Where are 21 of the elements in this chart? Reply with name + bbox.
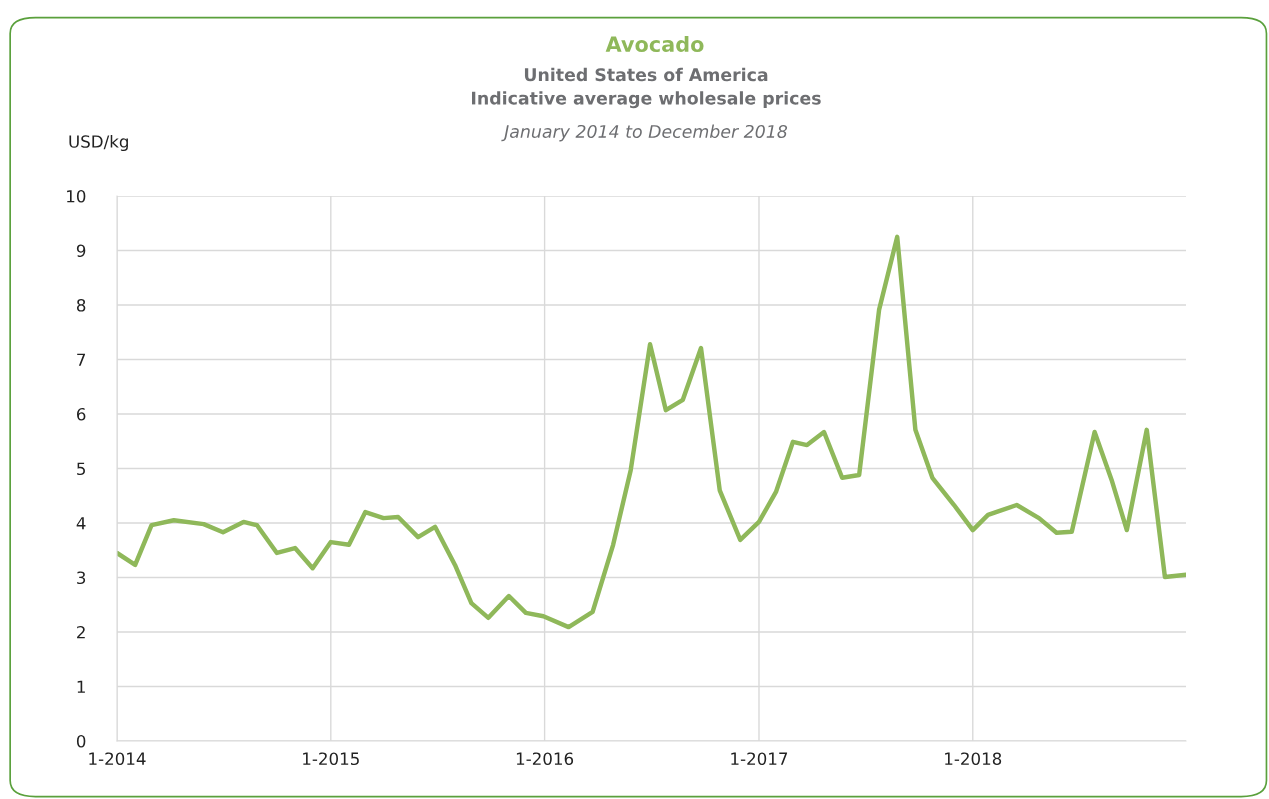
y-tick-label: 0 <box>76 734 86 748</box>
chart-subtitle: United States of America Indicative average wholesale prices <box>472 67 821 109</box>
x-tick-label: 1-2017 <box>731 752 788 766</box>
y-tick-label: 8 <box>76 298 86 312</box>
y-tick-label: 4 <box>76 517 86 530</box>
x-tick-label: 1-2014 <box>89 752 146 766</box>
y-tick-label: 1 <box>77 680 85 693</box>
x-tick-label: 1-2016 <box>516 752 574 766</box>
y-tick-label: 9 <box>76 244 86 258</box>
y-axis-title: USD/kg <box>69 134 128 152</box>
y-tick-label: 5 <box>77 462 85 476</box>
y-tick-label: 10 <box>67 189 86 203</box>
y-tick-label: 3 <box>77 571 86 585</box>
x-tick-label: 1-2018 <box>945 752 1002 766</box>
y-tick-label: 7 <box>77 353 86 366</box>
chart-title: Avocado <box>605 35 704 53</box>
text: January 2014 to December 2018 <box>501 124 788 142</box>
line-series <box>117 234 1186 630</box>
x-tick-label: 1-2015 <box>303 752 359 766</box>
y-tick-label: 6 <box>77 407 86 421</box>
y-tick-label: 2 <box>77 625 85 639</box>
